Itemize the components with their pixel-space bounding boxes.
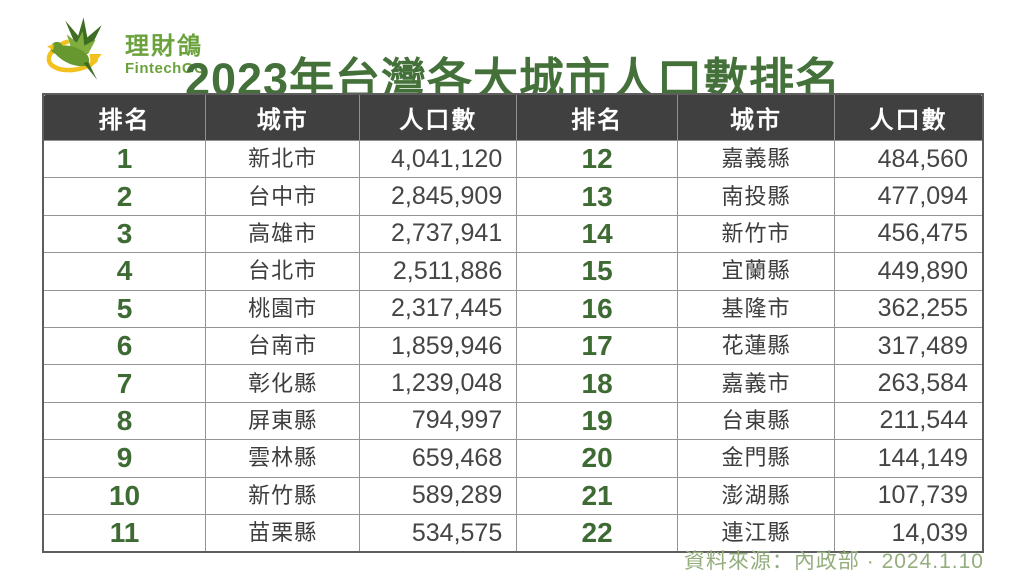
rank-cell: 5 [42, 289, 207, 328]
city-cell: 南投縣 [676, 177, 835, 216]
column-header-rank-right: 排名 [516, 93, 678, 141]
population-cell: 589,289 [359, 476, 518, 515]
population-cell: 362,255 [833, 289, 984, 328]
city-cell: 苗栗縣 [205, 513, 361, 553]
city-cell: 金門縣 [676, 439, 835, 478]
table-row: 7 彰化縣 1,239,048 18 嘉義市 263,584 [42, 364, 984, 403]
logo-brand-zh: 理財鴿 [125, 32, 203, 60]
rank-cell: 1 [42, 139, 207, 179]
city-cell: 宜蘭縣 [676, 252, 835, 291]
population-cell: 1,859,946 [359, 326, 518, 366]
logo-wordmark: 理財鴿 FintechGO [125, 32, 207, 78]
logo-brand-en: FintechGO [125, 60, 207, 78]
rank-cell: 9 [42, 439, 207, 478]
population-cell: 2,317,445 [359, 289, 518, 328]
city-cell: 花蓮縣 [676, 326, 835, 366]
rank-cell: 16 [516, 289, 678, 328]
rank-cell: 8 [42, 401, 207, 441]
rank-cell: 20 [516, 439, 678, 478]
population-cell: 659,468 [359, 439, 518, 478]
city-cell: 新竹縣 [205, 476, 361, 515]
city-cell: 台南市 [205, 326, 361, 366]
table-row: 9 雲林縣 659,468 20 金門縣 144,149 [42, 439, 984, 478]
column-header-rank-left: 排名 [42, 93, 207, 141]
population-cell: 794,997 [359, 401, 518, 441]
table-row: 2 台中市 2,845,909 13 南投縣 477,094 [42, 177, 984, 216]
city-cell: 嘉義縣 [676, 139, 835, 179]
population-cell: 107,739 [833, 476, 984, 515]
rank-cell: 18 [516, 364, 678, 403]
table-header-row: 排名 城市 人口數 排名 城市 人口數 [42, 93, 984, 141]
rank-cell: 7 [42, 364, 207, 403]
population-cell: 2,845,909 [359, 177, 518, 216]
population-cell: 449,890 [833, 252, 984, 291]
population-cell: 1,239,048 [359, 364, 518, 403]
column-header-city-right: 城市 [676, 93, 835, 141]
city-cell: 桃園市 [205, 289, 361, 328]
rank-cell: 2 [42, 177, 207, 216]
population-cell: 14,039 [833, 513, 984, 553]
rank-cell: 17 [516, 326, 678, 366]
rank-cell: 15 [516, 252, 678, 291]
table-row: 3 高雄市 2,737,941 14 新竹市 456,475 [42, 214, 984, 254]
table-row: 1 新北市 4,041,120 12 嘉義縣 484,560 [42, 139, 984, 179]
rank-cell: 4 [42, 252, 207, 291]
population-cell: 477,094 [833, 177, 984, 216]
rank-cell: 10 [42, 476, 207, 515]
population-cell: 456,475 [833, 214, 984, 254]
rank-cell: 13 [516, 177, 678, 216]
population-cell: 2,511,886 [359, 252, 518, 291]
city-cell: 雲林縣 [205, 439, 361, 478]
rank-cell: 6 [42, 326, 207, 366]
city-cell: 高雄市 [205, 214, 361, 254]
table-row: 6 台南市 1,859,946 17 花蓮縣 317,489 [42, 326, 984, 366]
population-cell: 534,575 [359, 513, 518, 553]
city-cell: 嘉義市 [676, 364, 835, 403]
column-header-population-left: 人口數 [359, 93, 518, 141]
city-cell: 台北市 [205, 252, 361, 291]
table-row: 8 屏東縣 794,997 19 台東縣 211,544 [42, 401, 984, 441]
population-ranking-table: 排名 城市 人口數 排名 城市 人口數 1 新北市 4,041,120 12 嘉… [42, 93, 984, 554]
rank-cell: 11 [42, 513, 207, 553]
city-cell: 新北市 [205, 139, 361, 179]
city-cell: 台東縣 [676, 401, 835, 441]
population-cell: 2,737,941 [359, 214, 518, 254]
city-cell: 屏東縣 [205, 401, 361, 441]
city-cell: 澎湖縣 [676, 476, 835, 515]
city-cell: 連江縣 [676, 513, 835, 553]
dove-swoosh-icon [46, 17, 102, 80]
table-row: 5 桃園市 2,317,445 16 基隆市 362,255 [42, 289, 984, 328]
rank-cell: 21 [516, 476, 678, 515]
population-cell: 211,544 [833, 401, 984, 441]
logo: 理財鴿 FintechGO [44, 14, 206, 88]
population-cell: 263,584 [833, 364, 984, 403]
population-cell: 317,489 [833, 326, 984, 366]
column-header-population-right: 人口數 [833, 93, 984, 141]
table-row: 10 新竹縣 589,289 21 澎湖縣 107,739 [42, 476, 984, 515]
rank-cell: 14 [516, 214, 678, 254]
rank-cell: 12 [516, 139, 678, 179]
table-row: 11 苗栗縣 534,575 22 連江縣 14,039 [42, 513, 984, 553]
rank-cell: 19 [516, 401, 678, 441]
rank-cell: 22 [516, 513, 678, 553]
population-cell: 4,041,120 [359, 139, 518, 179]
table-row: 4 台北市 2,511,886 15 宜蘭縣 449,890 [42, 252, 984, 291]
city-cell: 彰化縣 [205, 364, 361, 403]
city-cell: 台中市 [205, 177, 361, 216]
city-cell: 新竹市 [676, 214, 835, 254]
city-cell: 基隆市 [676, 289, 835, 328]
data-source-note: 資料來源：內政部 · 2024.1.10 [683, 550, 984, 573]
rank-cell: 3 [42, 214, 207, 254]
population-cell: 144,149 [833, 439, 984, 478]
population-cell: 484,560 [833, 139, 984, 179]
column-header-city-left: 城市 [205, 93, 361, 141]
